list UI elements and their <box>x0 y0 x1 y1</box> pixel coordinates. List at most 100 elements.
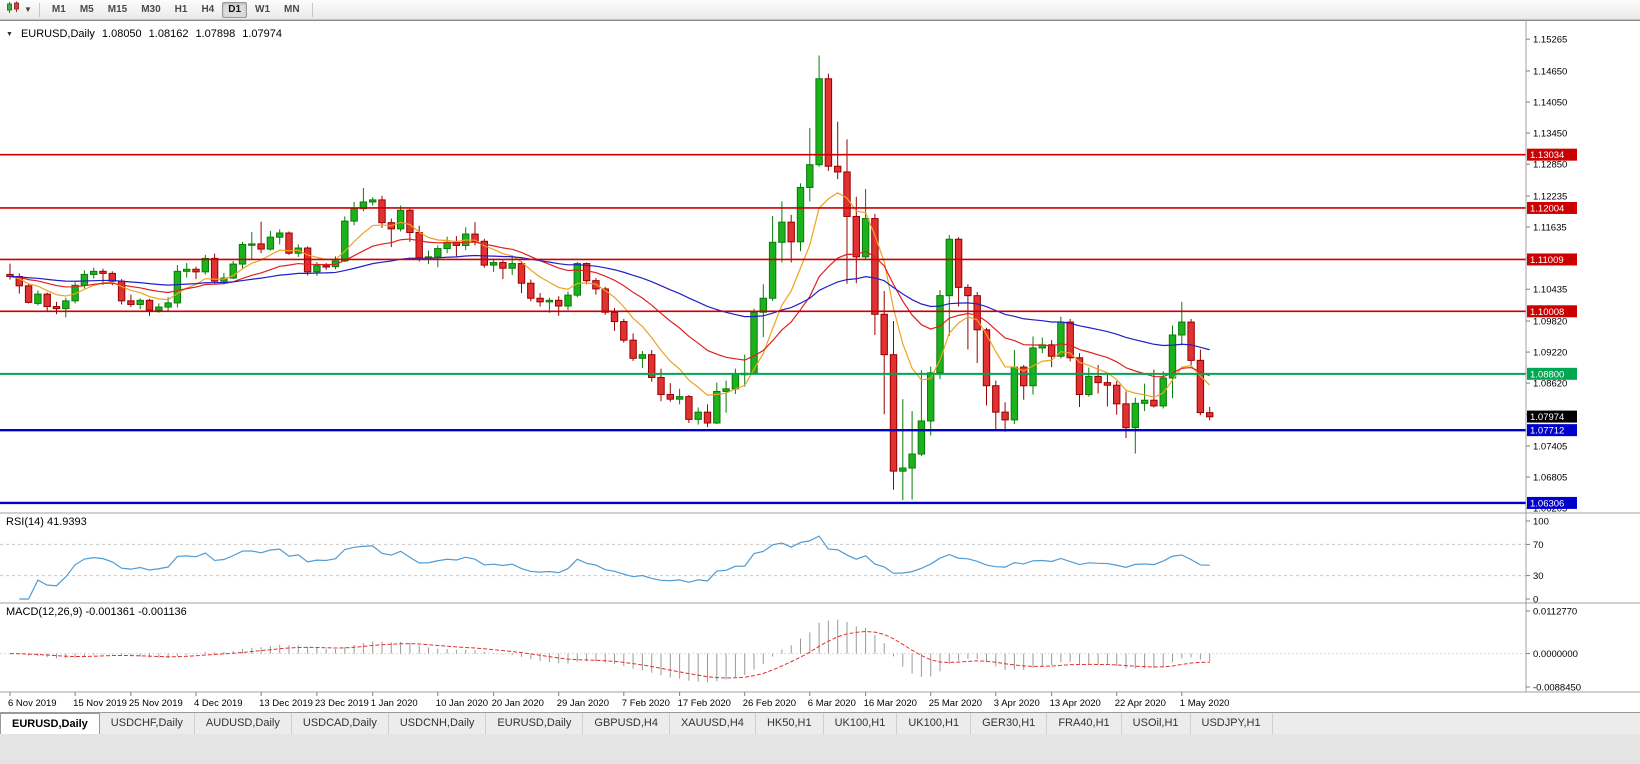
svg-text:1.10435: 1.10435 <box>1533 285 1567 296</box>
svg-text:23 Dec 2019: 23 Dec 2019 <box>315 698 369 709</box>
hline-price-label <box>1527 496 1577 509</box>
timeframe-button-h1[interactable]: H1 <box>174 3 188 15</box>
macd-label: MACD(12,26,9) -0.001361 -0.001136 <box>6 606 187 618</box>
svg-text:70: 70 <box>1533 540 1544 551</box>
svg-text:1.08800: 1.08800 <box>1530 369 1564 380</box>
chart-type-dropdown-caret-icon[interactable]: ▼ <box>24 4 32 14</box>
bottom-strip <box>0 734 1640 764</box>
chart-tab-0-eurusd-daily[interactable]: EURUSD,Daily <box>0 713 100 734</box>
svg-text:1.06805: 1.06805 <box>1533 473 1567 484</box>
chart-tab-2-audusd-daily[interactable]: AUDUSD,Daily <box>195 713 292 734</box>
ma-line-8 <box>9 192 1211 398</box>
ohlc-high: 1.08162 <box>148 28 189 40</box>
svg-text:-0.0088450: -0.0088450 <box>1533 683 1581 694</box>
toolbar-separator-2 <box>311 2 313 17</box>
symbol-period-label: EURUSD,Daily <box>20 28 95 40</box>
svg-text:1.07405: 1.07405 <box>1533 442 1567 453</box>
svg-text:17 Feb 2020: 17 Feb 2020 <box>678 698 731 709</box>
hline-price-label <box>1527 367 1577 380</box>
svg-text:1 Jan 2020: 1 Jan 2020 <box>371 698 418 709</box>
svg-text:13 Apr 2020: 13 Apr 2020 <box>1050 698 1101 709</box>
svg-text:1.13450: 1.13450 <box>1533 129 1567 140</box>
svg-text:1.12235: 1.12235 <box>1533 192 1567 203</box>
toolbar-separator <box>38 2 40 17</box>
ma-line-21 <box>9 238 1210 378</box>
svg-text:3 Apr 2020: 3 Apr 2020 <box>994 698 1040 709</box>
timeframe-button-m15[interactable]: M15 <box>107 3 128 15</box>
chart-tab-6-gbpusd-h4[interactable]: GBPUSD,H4 <box>583 713 670 734</box>
svg-text:0.0000000: 0.0000000 <box>1533 649 1578 660</box>
macd-signal-line <box>9 630 1210 679</box>
svg-text:1 May 2020: 1 May 2020 <box>1180 698 1230 709</box>
svg-text:16 Mar 2020: 16 Mar 2020 <box>864 698 917 709</box>
chart-window: 100 70 30 0 0.0112770 0.0000000 -0.0088450 1.15… <box>0 20 1640 712</box>
timeframe-buttons: M1 M5 M15 M30 H1 H4 D1 W1 MN <box>45 1 307 18</box>
svg-text:1.06205: 1.06205 <box>1533 504 1567 515</box>
hline-price-label <box>1527 305 1577 318</box>
svg-text:13 Dec 2019: 13 Dec 2019 <box>259 698 313 709</box>
chart-tab-13-usoil-h1[interactable]: USOil,H1 <box>1122 713 1191 734</box>
svg-text:1.07974: 1.07974 <box>1530 412 1564 423</box>
svg-text:25 Nov 2019: 25 Nov 2019 <box>129 698 183 709</box>
hline-price-label <box>1527 201 1577 214</box>
main-pane-header: ▼ EURUSD,Daily 1.08050 1.08162 1.07898 1… <box>6 28 282 40</box>
chart-tab-8-hk50-h1[interactable]: HK50,H1 <box>756 713 824 734</box>
chart-tab-11-ger30-h1[interactable]: GER30,H1 <box>971 713 1048 734</box>
svg-text:1.08620: 1.08620 <box>1533 379 1567 390</box>
svg-text:1.13034: 1.13034 <box>1530 150 1564 161</box>
svg-text:20 Jan 2020: 20 Jan 2020 <box>492 698 544 709</box>
hline-price-label <box>1527 148 1577 161</box>
candlestick-chart-icon[interactable] <box>6 1 22 19</box>
svg-text:1.14050: 1.14050 <box>1533 98 1567 109</box>
chart-canvas[interactable]: 100 70 30 00.0112770 0.0000000 -0.0088450 1.15… <box>0 21 1640 713</box>
svg-text:1.12850: 1.12850 <box>1533 160 1567 171</box>
chart-tab-14-usdjpy-h1[interactable]: USDJPY,H1 <box>1191 713 1273 734</box>
svg-text:100: 100 <box>1533 517 1549 528</box>
chart-tab-4-usdcnh-daily[interactable]: USDCNH,Daily <box>389 713 487 734</box>
svg-text:22 Apr 2020: 22 Apr 2020 <box>1115 698 1166 709</box>
ma-line-55 <box>9 254 1210 351</box>
hline-price-label <box>1527 253 1577 266</box>
chart-tab-1-usdchf-daily[interactable]: USDCHF,Daily <box>100 713 195 734</box>
chart-tab-10-uk100-h1[interactable]: UK100,H1 <box>897 713 972 734</box>
chart-tab-12-fra40-h1[interactable]: FRA40,H1 <box>1047 713 1122 734</box>
timeframe-button-m5[interactable]: M5 <box>79 3 94 15</box>
svg-text:1.09220: 1.09220 <box>1533 348 1567 359</box>
timeframe-button-w1[interactable]: W1 <box>255 3 271 15</box>
rsi-line <box>19 535 1210 600</box>
timeframe-button-d1[interactable]: D1 <box>222 1 248 18</box>
chart-tabs: EURUSD,Daily USDCHF,Daily AUDUSD,Daily USDC… <box>0 712 1640 734</box>
chart-tab-7-xauusd-h4[interactable]: XAUUSD,H4 <box>670 713 756 734</box>
svg-text:1.06306: 1.06306 <box>1530 498 1564 509</box>
rsi-label: RSI(14) 41.9393 <box>6 516 87 528</box>
svg-text:29 Jan 2020: 29 Jan 2020 <box>557 698 609 709</box>
ohlc-low: 1.07898 <box>195 28 236 40</box>
svg-text:4 Dec 2019: 4 Dec 2019 <box>194 698 243 709</box>
svg-text:30: 30 <box>1533 571 1544 582</box>
collapse-triangle-icon[interactable]: ▼ <box>6 30 13 38</box>
hline-price-label <box>1527 424 1577 437</box>
svg-text:6 Nov 2019: 6 Nov 2019 <box>8 698 57 709</box>
svg-text:1.14650: 1.14650 <box>1533 67 1567 78</box>
svg-text:7 Feb 2020: 7 Feb 2020 <box>622 698 670 709</box>
svg-text:1.09820: 1.09820 <box>1533 317 1567 328</box>
timeframe-button-mn[interactable]: MN <box>284 3 300 15</box>
svg-text:1.11635: 1.11635 <box>1533 223 1567 234</box>
timeframe-button-h4[interactable]: H4 <box>201 3 215 15</box>
timeframe-button-m30[interactable]: M30 <box>141 3 161 15</box>
svg-text:1.12004: 1.12004 <box>1530 203 1564 214</box>
svg-text:0.0112770: 0.0112770 <box>1533 607 1577 618</box>
svg-text:25 Mar 2020: 25 Mar 2020 <box>929 698 982 709</box>
svg-text:15 Nov 2019: 15 Nov 2019 <box>73 698 127 709</box>
svg-text:1.11009: 1.11009 <box>1530 255 1564 266</box>
svg-text:0: 0 <box>1533 595 1538 606</box>
chart-tab-9-uk100-h1[interactable]: UK100,H1 <box>824 713 898 734</box>
chart-tab-5-eurusd-daily[interactable]: EURUSD,Daily <box>486 713 584 734</box>
timeframe-button-m1[interactable]: M1 <box>51 3 66 15</box>
ohlc-close: 1.07974 <box>242 28 282 40</box>
svg-text:26 Feb 2020: 26 Feb 2020 <box>743 698 796 709</box>
svg-text:10 Jan 2020: 10 Jan 2020 <box>436 698 488 709</box>
chart-tab-3-usdcad-daily[interactable]: USDCAD,Daily <box>292 713 389 734</box>
svg-text:1.15265: 1.15265 <box>1533 35 1567 46</box>
candles-layer <box>6 55 1214 501</box>
